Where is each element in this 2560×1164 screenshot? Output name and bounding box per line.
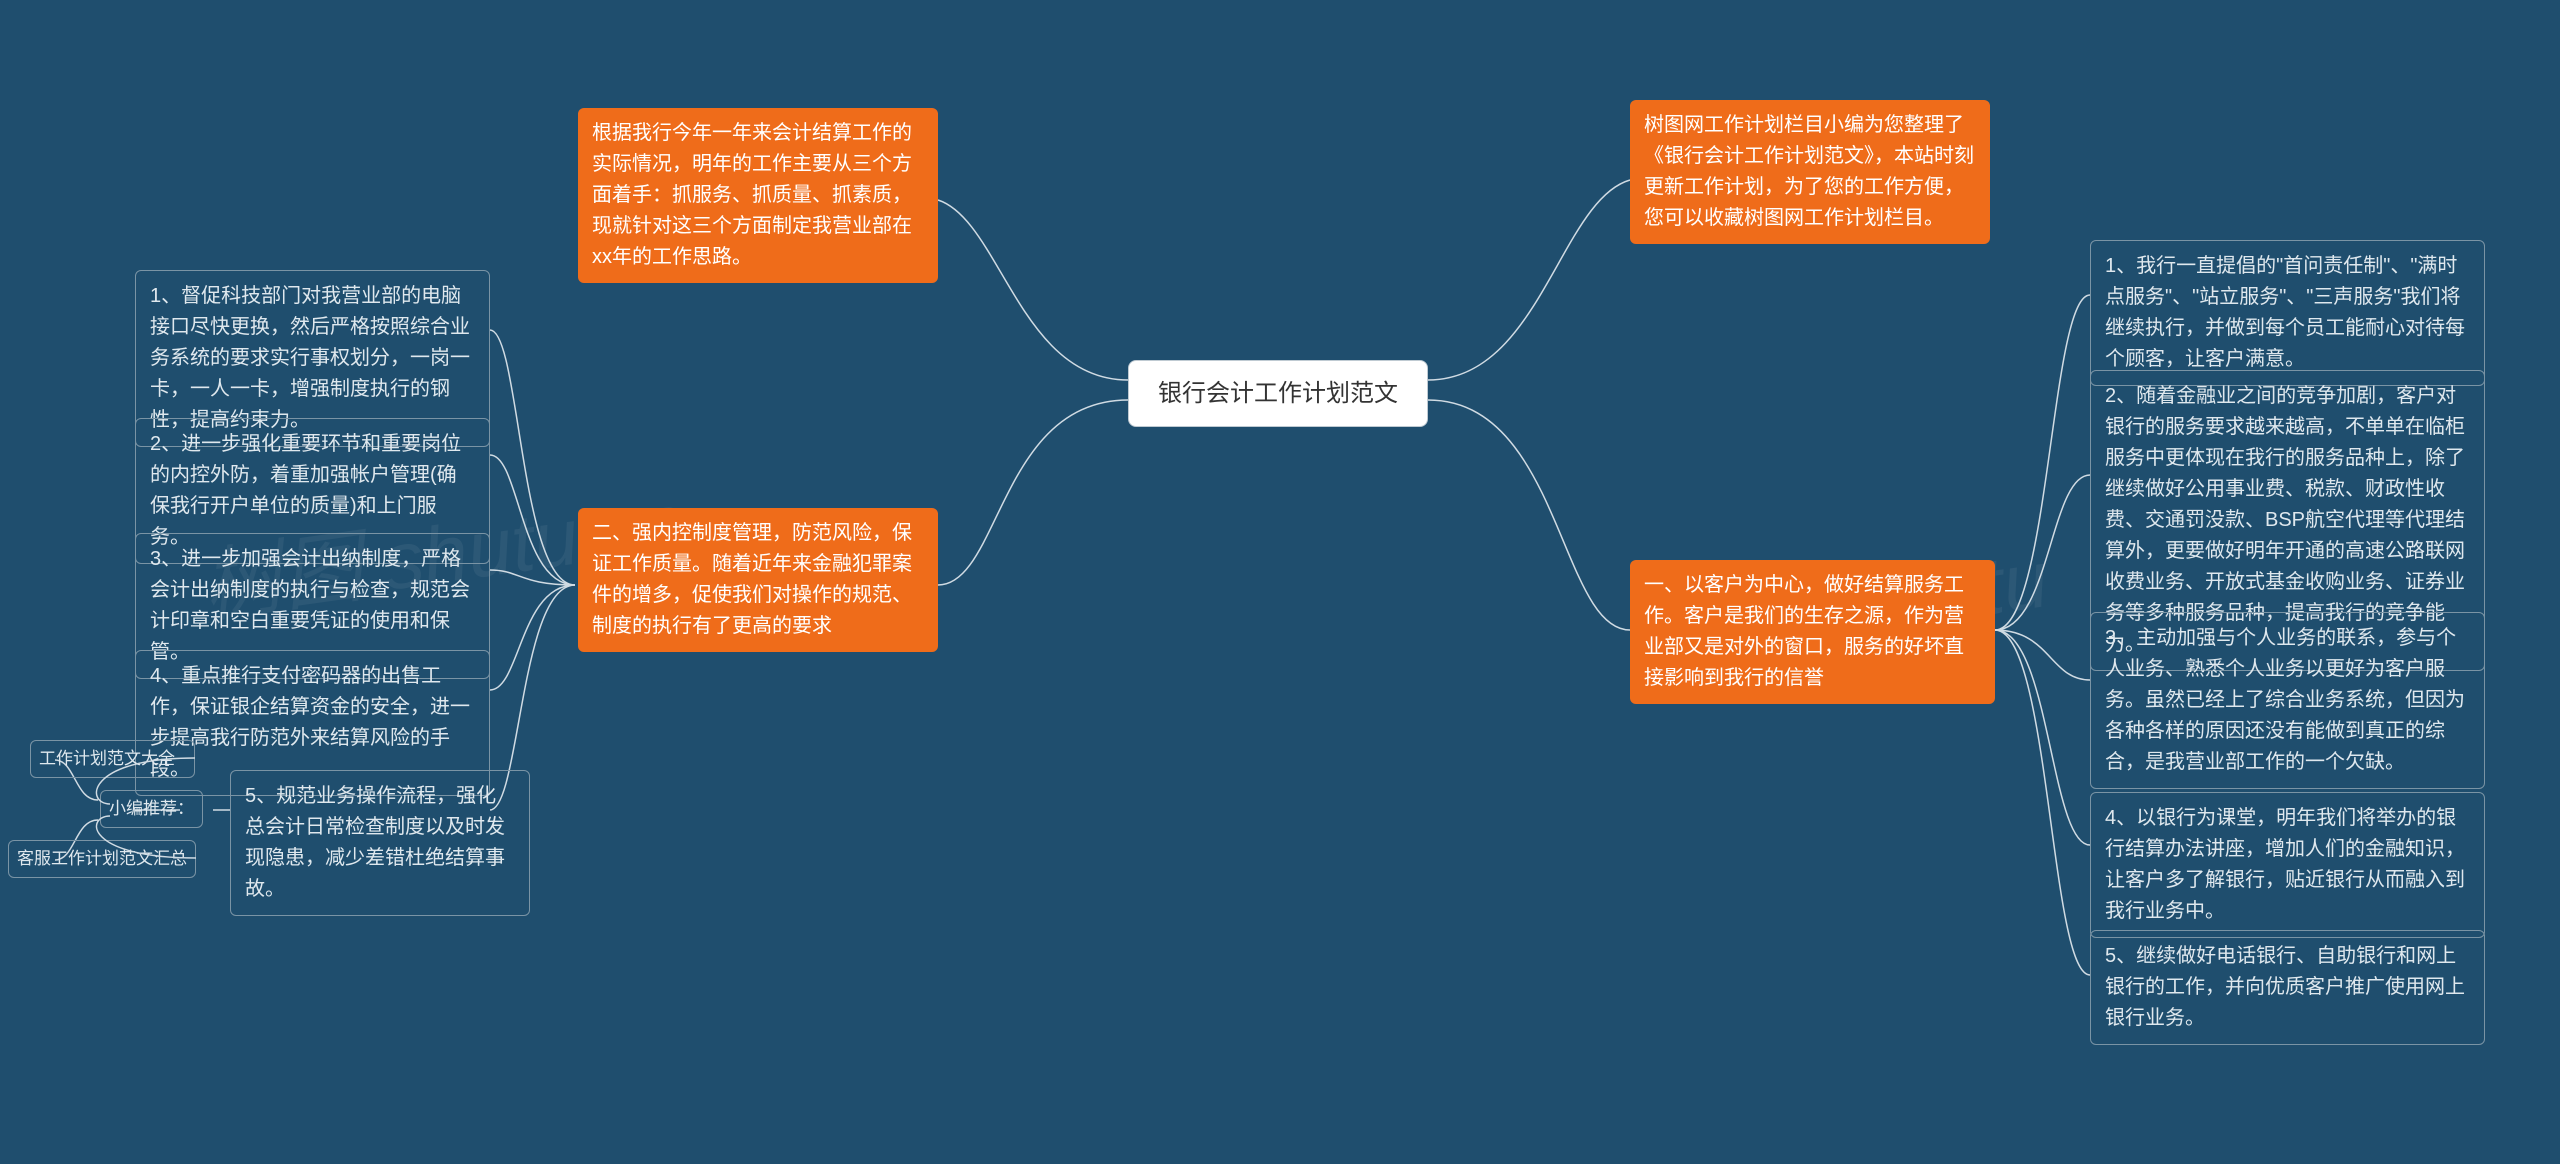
recommend-item-2-final: 客服工作计划范文汇总 (8, 840, 196, 878)
right-leaf-4: 4、以银行为课堂，明年我们将举办的银行结算办法讲座，增加人们的金融知识，让客户多… (2090, 792, 2485, 938)
branch-right-main: 一、以客户为中心，做好结算服务工作。客户是我们的生存之源，作为营业部又是对外的窗… (1630, 560, 1995, 704)
recommend-label: 小编推荐： (100, 790, 203, 828)
right-leaf-1: 1、我行一直提倡的"首问责任制"、"满时点服务"、"站立服务"、"三声服务"我们… (2090, 240, 2485, 386)
root-node: 银行会计工作计划范文 (1128, 360, 1428, 427)
branch-top-left: 根据我行今年一年来会计结算工作的实际情况，明年的工作主要从三个方面着手：抓服务、… (578, 108, 938, 283)
right-leaf-5: 5、继续做好电话银行、自助银行和网上银行的工作，并向优质客户推广使用网上银行业务… (2090, 930, 2485, 1045)
right-leaf-3: 3、主动加强与个人业务的联系，参与个人业务、熟悉个人业务以更好为客户服务。虽然已… (2090, 612, 2485, 789)
branch-left-main: 二、强内控制度管理，防范风险，保证工作质量。随着近年来金融犯罪案件的增多，促使我… (578, 508, 938, 652)
branch-top-right: 树图网工作计划栏目小编为您整理了《银行会计工作计划范文》，本站时刻更新工作计划，… (1630, 100, 1990, 244)
left-leaf-5: 5、规范业务操作流程，强化总会计日常检查制度以及时发现隐患，减少差错杜绝结算事故… (230, 770, 530, 916)
recommend-item-1-final: 工作计划范文大全 (30, 740, 195, 778)
